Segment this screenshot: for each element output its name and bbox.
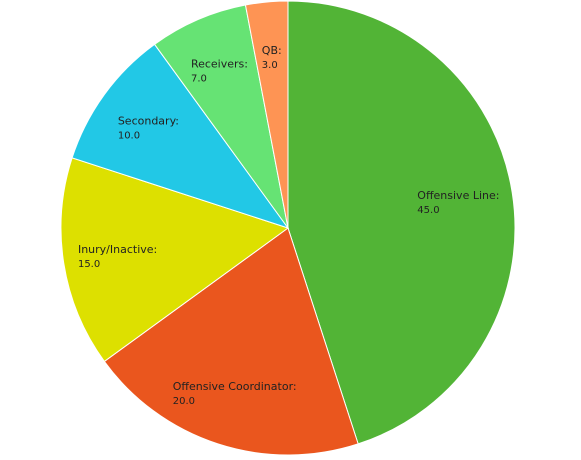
slice-label: Receivers: (191, 58, 248, 71)
slice-value: 10.0 (118, 131, 140, 142)
slice-label: QB: (262, 44, 282, 57)
slice-value: 7.0 (191, 74, 207, 85)
pie-slice (71, 43, 290, 229)
slice-value: 45.0 (417, 205, 439, 216)
slice-value: 15.0 (78, 259, 100, 270)
slice-value: 20.0 (173, 396, 195, 407)
pie-slice (60, 157, 290, 363)
pie-slice (103, 227, 359, 456)
slice-label: Inury/Inactive: (78, 243, 157, 256)
slice-label: Secondary: (118, 115, 179, 128)
slice-label: Offensive Line: (417, 189, 499, 202)
pie-slice (287, 0, 516, 445)
slice-value: 3.0 (262, 60, 278, 71)
pie-slice (244, 0, 289, 229)
slice-label: Offensive Coordinator: (173, 380, 297, 393)
